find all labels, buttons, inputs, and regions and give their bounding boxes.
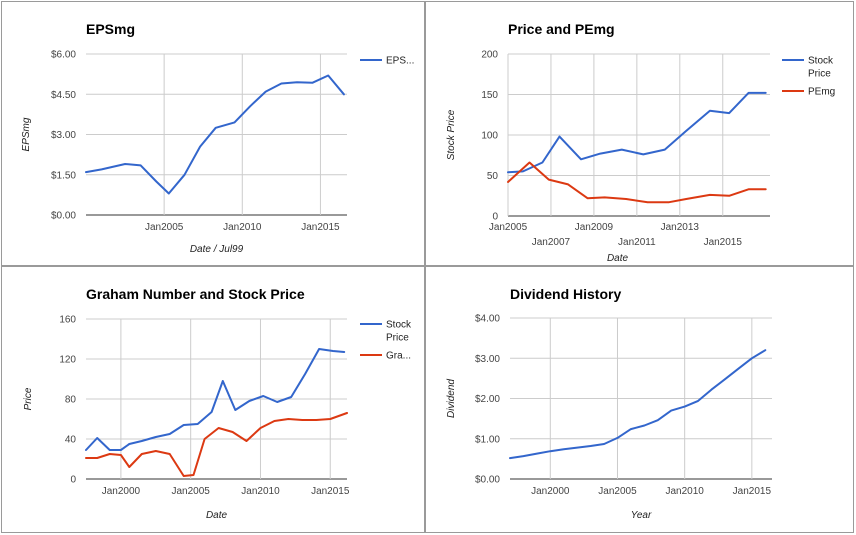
legend-label: EPS... (386, 56, 414, 67)
x-axis-label: Date (607, 253, 629, 264)
series-line-1 (85, 74, 345, 195)
y-axis-label: Dividend (446, 379, 457, 418)
x-axis-label: Date / Jul99 (190, 244, 244, 255)
x-tick-label: Jan2009 (575, 222, 614, 233)
x-tick-label: Jan2011 (618, 237, 656, 248)
y-tick-label: $6.00 (51, 50, 76, 61)
x-tick-label: Jan2007 (532, 237, 571, 248)
y-tick-label: 200 (481, 50, 498, 61)
y-tick-label: 0 (70, 475, 76, 486)
chart-title: Price and PEmg (508, 21, 615, 37)
y-tick-label: 150 (481, 90, 498, 101)
y-axis-label: Price (23, 387, 34, 410)
y-tick-label: $3.00 (51, 130, 76, 141)
x-tick-label: Jan2015 (311, 486, 350, 497)
x-tick-label: Jan2015 (704, 237, 743, 248)
y-tick-label: $4.00 (475, 314, 500, 325)
y-tick-label: 100 (481, 131, 498, 142)
y-axis-label: Stock Price (446, 109, 457, 160)
chart-svg: Dividend History $0.00 $1.00 $2.00 $3.00 $4.0… (446, 286, 772, 521)
x-tick-label: Jan2010 (665, 486, 704, 497)
series-line-1 (507, 91, 767, 174)
x-tick-label: Jan2010 (241, 486, 280, 497)
x-tick-label: Jan2015 (733, 486, 772, 497)
y-tick-label: $0.00 (475, 475, 500, 486)
chart-svg: Price and PEmg 0 50 100 150 200 Jan2005 Jan2007… (446, 21, 835, 264)
legend-label: Gra... (386, 351, 411, 362)
y-tick-label: 160 (59, 315, 76, 326)
legend-label: Stock Price (386, 320, 412, 344)
x-tick-label: Jan2005 (171, 486, 210, 497)
x-tick-label: Jan2005 (145, 222, 184, 233)
chart-panel-graham-number: Graham Number and Stock Price 0 40 80 120 160… (1, 266, 425, 533)
y-tick-label: $1.00 (475, 434, 500, 445)
y-tick-label: 50 (487, 171, 499, 182)
legend-label: PEmg (808, 87, 835, 98)
y-tick-label: $3.00 (475, 354, 500, 365)
x-tick-label: Jan2010 (223, 222, 262, 233)
x-axis-label: Date (206, 510, 228, 521)
series-line-2 (507, 161, 767, 204)
y-tick-label: 120 (59, 355, 76, 366)
y-tick-label: $2.00 (475, 394, 500, 405)
y-tick-label: 80 (65, 395, 77, 406)
series-line-1 (509, 349, 767, 460)
series-line-2 (85, 412, 348, 477)
chart-title: Dividend History (510, 286, 621, 302)
x-tick-label: Jan2005 (598, 486, 637, 497)
x-tick-label: Jan2000 (531, 486, 570, 497)
y-tick-label: $0.00 (51, 211, 76, 222)
chart-panel-price-pemg: Price and PEmg 0 50 100 150 200 Jan2005 Jan2007… (425, 1, 854, 266)
y-tick-label: 40 (65, 435, 77, 446)
chart-svg: EPSmg $0.00 $1.50 $3.00 $4.50 $6.00 Jan2005 Jan… (21, 21, 414, 255)
y-tick-label: 0 (492, 212, 498, 223)
x-axis-label: Year (631, 510, 652, 521)
y-tick-label: $1.50 (51, 170, 76, 181)
chart-svg: Graham Number and Stock Price 0 40 80 120 160… (23, 286, 412, 521)
x-tick-label: Jan2013 (661, 222, 700, 233)
y-tick-label: $4.50 (51, 90, 76, 101)
chart-panel-dividend-history: Dividend History $0.00 $1.00 $2.00 $3.00 $4.0… (425, 266, 854, 533)
chart-title: Graham Number and Stock Price (86, 286, 305, 302)
y-axis-label: EPSmg (21, 117, 32, 151)
x-tick-label: Jan2000 (102, 486, 141, 497)
chart-title: EPSmg (86, 21, 135, 37)
chart-panel-epsmg: EPSmg $0.00 $1.50 $3.00 $4.50 $6.00 Jan2005 Jan… (1, 1, 425, 266)
legend-label: Stock Price (808, 56, 834, 80)
x-tick-label: Jan2015 (301, 222, 340, 233)
series-line-1 (85, 348, 346, 451)
x-tick-label: Jan2005 (489, 222, 528, 233)
